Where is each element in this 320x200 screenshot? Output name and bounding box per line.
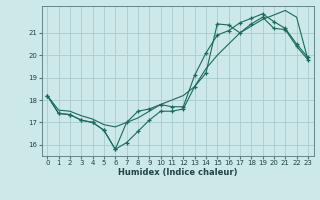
X-axis label: Humidex (Indice chaleur): Humidex (Indice chaleur): [118, 168, 237, 177]
